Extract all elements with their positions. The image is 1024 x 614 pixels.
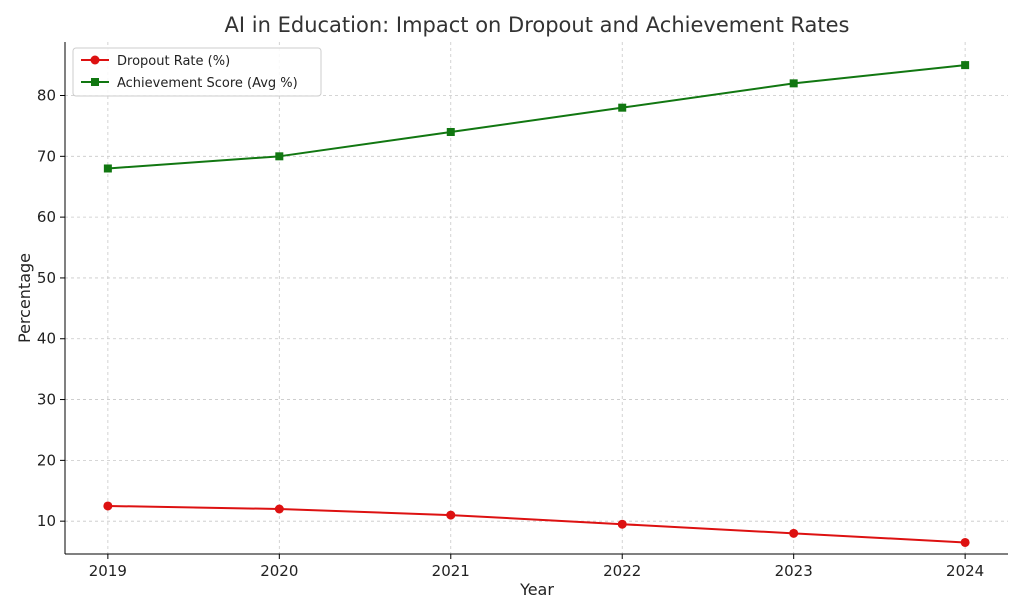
- legend-box: [72, 47, 322, 97]
- y-tick-label: 30: [37, 391, 56, 409]
- x-tick-label: 2022: [603, 562, 641, 580]
- plot-series: [103, 61, 970, 547]
- x-tick-label: 2020: [260, 562, 298, 580]
- legend-circle-marker: [90, 55, 100, 65]
- chart-title: AI in Education: Impact on Dropout and A…: [225, 13, 850, 37]
- series-line-1: [107, 504, 966, 544]
- series-1-point: [274, 504, 284, 514]
- x-tick-label: 2023: [775, 562, 813, 580]
- series-1-point: [617, 519, 627, 529]
- x-tick-label: 2021: [432, 562, 470, 580]
- series-2-point: [275, 152, 284, 161]
- y-tick-label: 60: [37, 208, 56, 226]
- series-2-point: [103, 164, 112, 173]
- y-tick-label: 40: [37, 330, 56, 348]
- series-1-point: [789, 528, 799, 538]
- y-tick-label: 10: [37, 512, 56, 530]
- legend-label: Achievement Score (Avg %): [117, 76, 298, 91]
- x-tick-label: 2024: [946, 562, 984, 580]
- y-axis-label: Percentage: [15, 253, 34, 343]
- x-tick-label: 2019: [89, 562, 127, 580]
- series-2-point: [618, 103, 627, 112]
- y-tick-label: 20: [37, 451, 56, 469]
- y-tick-label: 80: [37, 87, 56, 105]
- legend-square-marker: [91, 78, 99, 86]
- series-1-point: [103, 501, 113, 511]
- series-2-point: [961, 61, 970, 70]
- series-1-point: [960, 537, 970, 547]
- legend: Dropout Rate (%) Achievement Score (Avg %…: [72, 47, 322, 97]
- grid: [65, 42, 1008, 554]
- series-1-point: [446, 510, 456, 520]
- series-2-point: [446, 127, 455, 136]
- ticks: 2019 2020 2021 2022 2023 2024 10 20 30 40 50 60 70 80: [37, 87, 984, 580]
- y-tick-label: 70: [37, 147, 56, 165]
- x-axis-label: Year: [519, 580, 554, 599]
- axes: [64, 42, 1008, 555]
- y-tick-label: 50: [37, 269, 56, 287]
- series-line-2: [107, 64, 966, 170]
- legend-label: Dropout Rate (%): [117, 54, 230, 69]
- series-2-point: [789, 79, 798, 88]
